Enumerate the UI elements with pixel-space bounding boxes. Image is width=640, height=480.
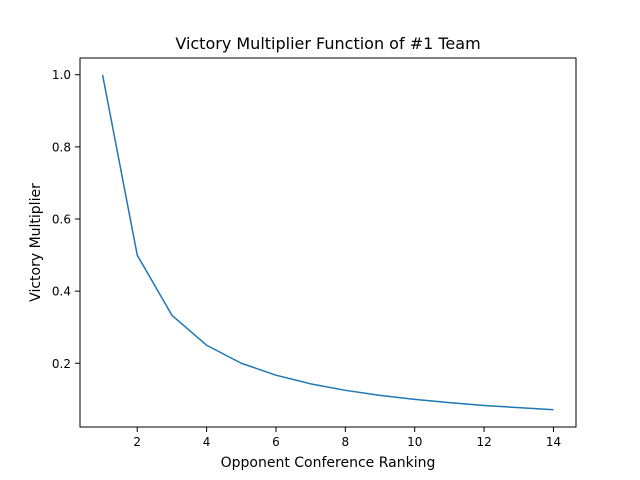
- y-tick-label: 0.2: [52, 357, 71, 371]
- y-tick-label: 0.4: [52, 285, 71, 299]
- x-tick-label: 14: [546, 435, 561, 449]
- x-tick-label: 6: [272, 435, 280, 449]
- chart-title: Victory Multiplier Function of #1 Team: [175, 34, 480, 53]
- y-axis: 0.2 0.4 0.6 0.8 1.0: [52, 68, 80, 371]
- x-axis-label: Opponent Conference Ranking: [221, 455, 436, 471]
- x-tick-label: 10: [407, 435, 422, 449]
- x-tick-label: 12: [476, 435, 491, 449]
- y-tick-label: 1.0: [52, 68, 71, 82]
- y-tick-label: 0.8: [52, 140, 71, 154]
- series-layer: [101, 74, 554, 411]
- series-line: [101, 74, 554, 411]
- x-tick-label: 2: [133, 435, 141, 449]
- y-axis-label: Victory Multiplier: [28, 183, 44, 302]
- plot-area: [79, 57, 577, 428]
- y-tick-label: 0.6: [52, 213, 71, 227]
- x-tick-label: 8: [342, 435, 350, 449]
- x-tick-label: 4: [203, 435, 211, 449]
- x-axis: 2 4 6 8 10 12 14: [133, 427, 561, 449]
